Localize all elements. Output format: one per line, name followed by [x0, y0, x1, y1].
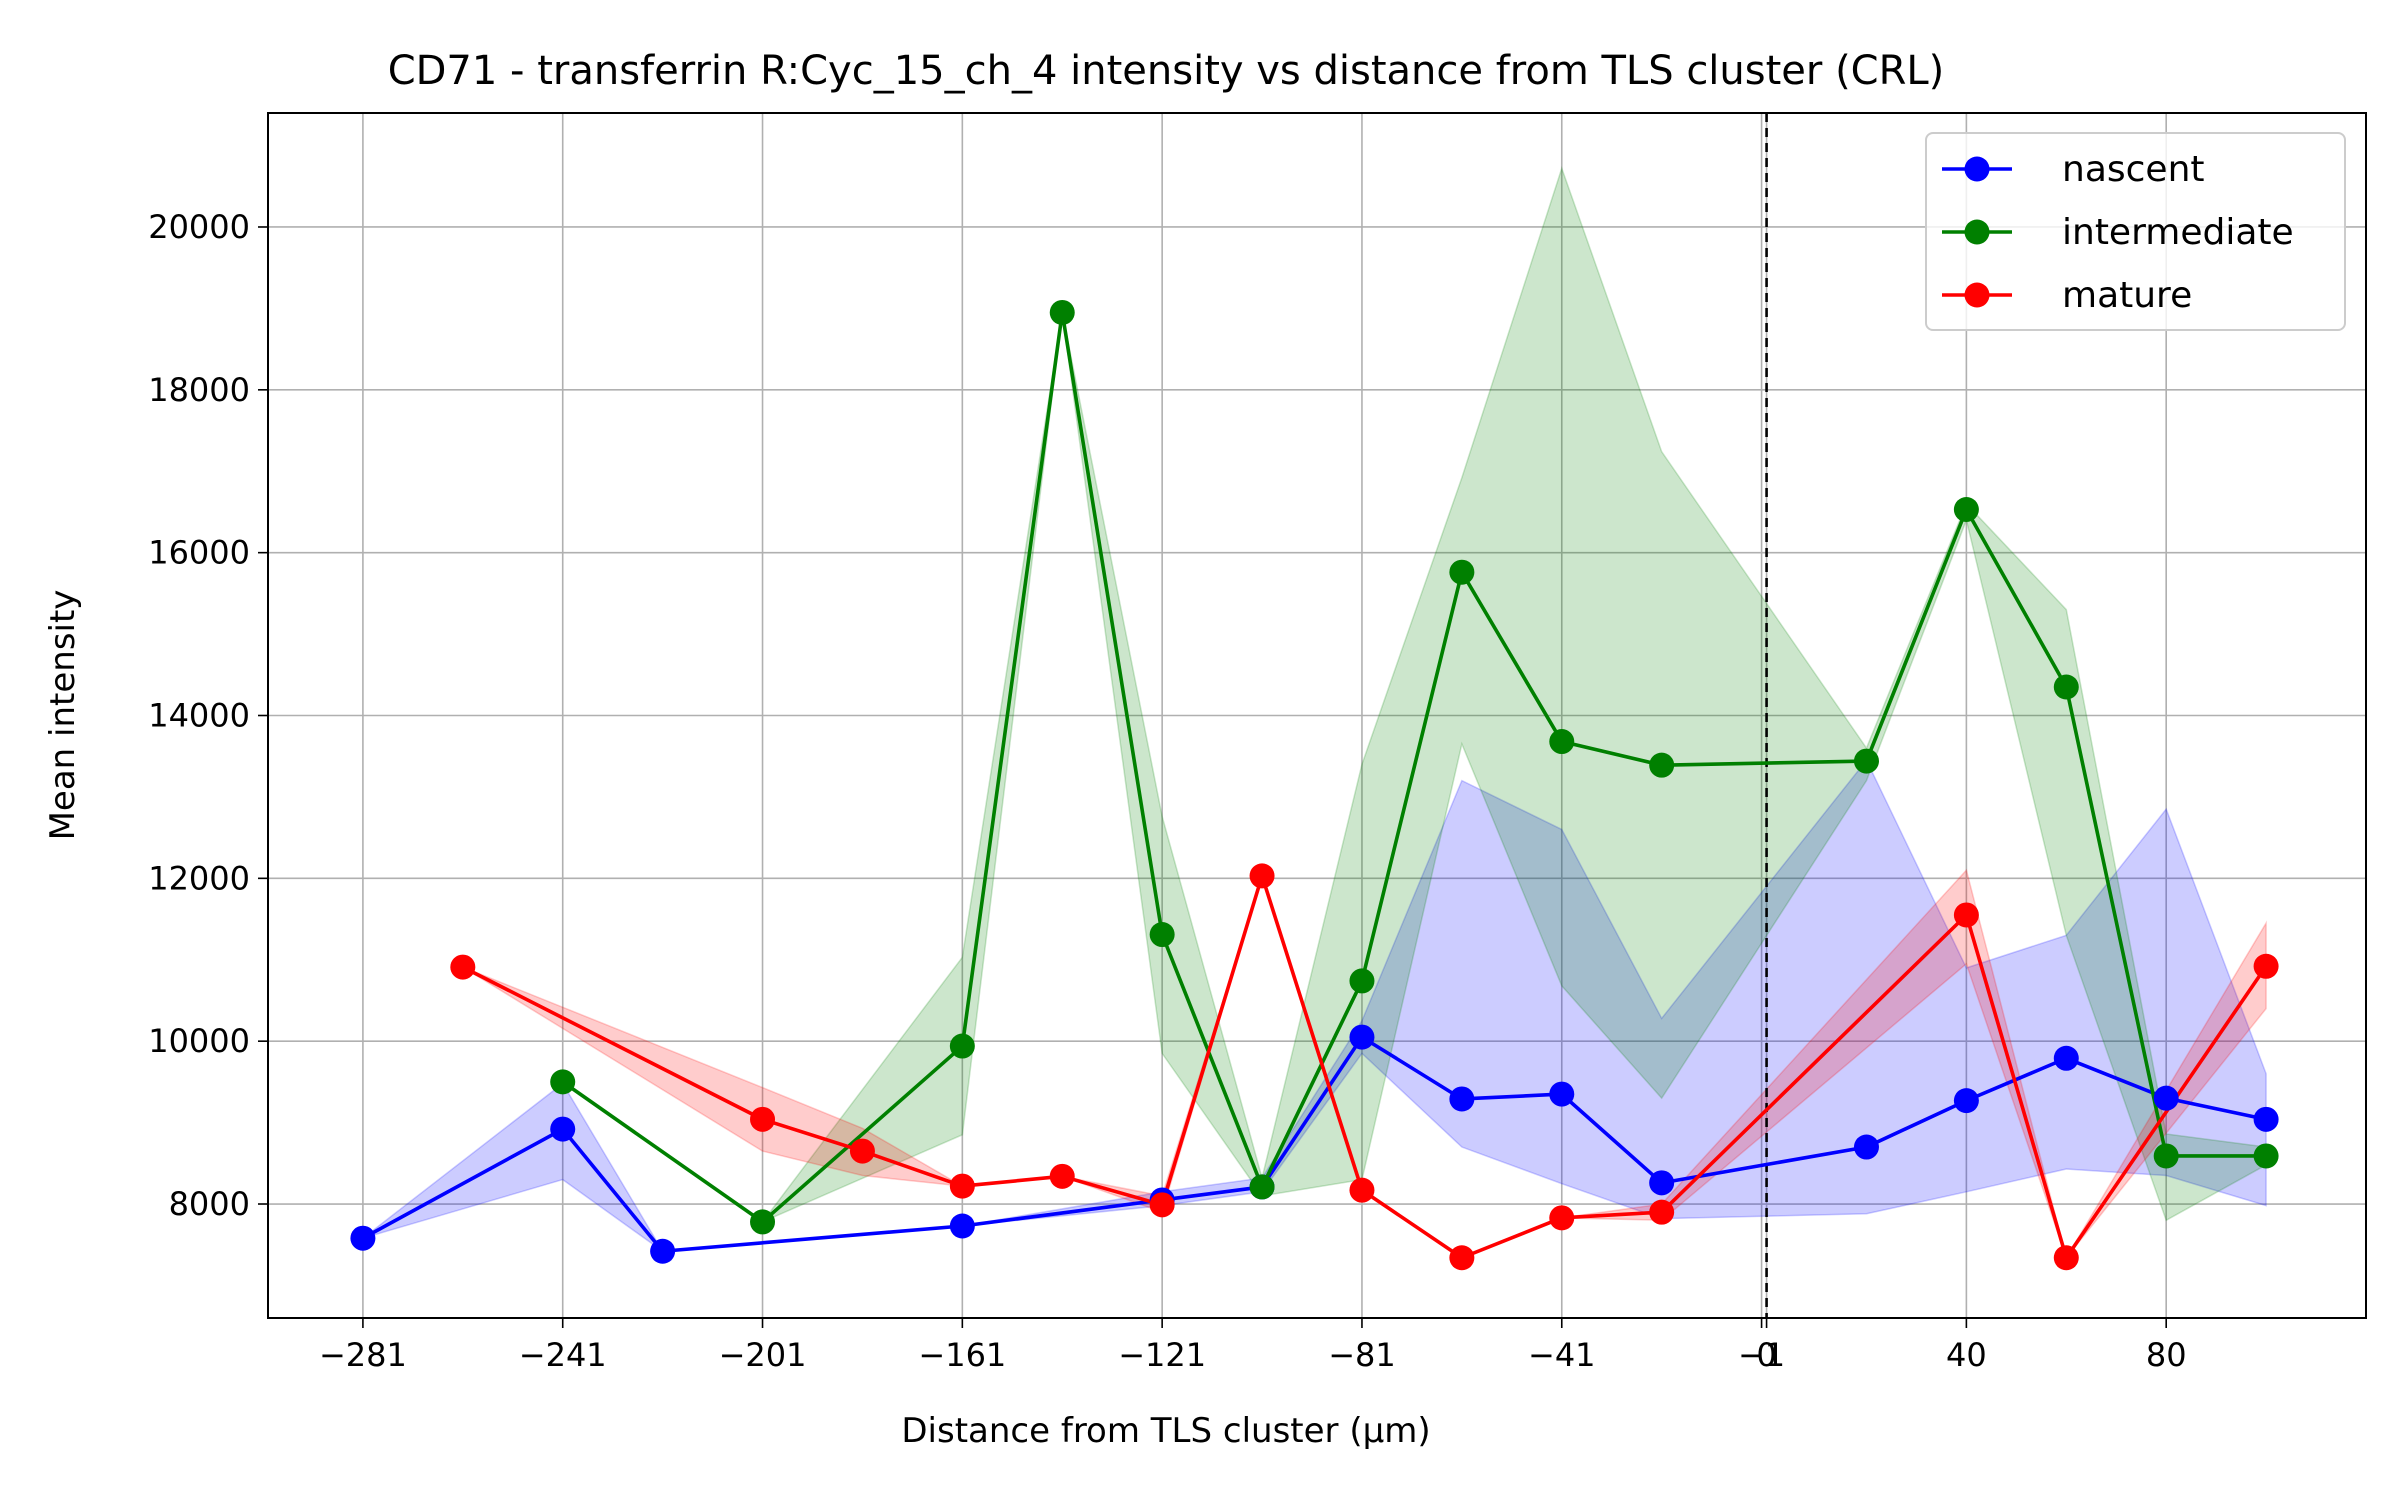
- intermediate-data-point: [1953, 497, 1979, 523]
- mature-data-point: [1549, 1205, 1575, 1231]
- x-tick-label: −281: [319, 1336, 407, 1374]
- nascent-data-point: [350, 1225, 376, 1251]
- legend-label-nascent: nascent: [2062, 149, 2205, 190]
- nascent-data-point: [1449, 1086, 1475, 1112]
- nascent-data-point: [1953, 1088, 1979, 1114]
- intermediate-data-point: [1853, 748, 1879, 774]
- intermediate-data-point: [1149, 922, 1175, 948]
- y-tick-label: 18000: [148, 371, 250, 409]
- legend-marker-intermediate: [1964, 219, 1990, 245]
- nascent-data-point: [2053, 1045, 2079, 1071]
- intermediate-data-point: [2053, 674, 2079, 700]
- intermediate-data-point: [1049, 299, 1075, 325]
- mature-data-point: [1449, 1245, 1475, 1271]
- x-tick-label: 0: [1756, 1336, 1776, 1374]
- legend-marker-mature: [1964, 282, 1990, 308]
- legend-label-mature: mature: [2062, 275, 2192, 316]
- x-tick-label: 80: [2146, 1336, 2187, 1374]
- chart-title: CD71 - transferrin R:Cyc_15_ch_4 intensi…: [388, 48, 1945, 94]
- legend: nascent intermediate mature: [1925, 132, 2346, 331]
- intermediate-data-point: [2153, 1143, 2179, 1169]
- mature-data-point: [1349, 1177, 1375, 1203]
- mature-data-point: [1149, 1192, 1175, 1218]
- nascent-data-point: [1649, 1170, 1675, 1196]
- x-tick-label: −1: [1738, 1336, 1785, 1374]
- mature-line: [461, 874, 2268, 1260]
- mature-data-point: [1953, 902, 1979, 928]
- mature-data-point: [750, 1106, 776, 1132]
- mature-data-point: [2253, 953, 2279, 979]
- y-tick-label: 14000: [148, 697, 250, 735]
- intermediate-data-point: [949, 1033, 975, 1059]
- intermediate-data-point: [1549, 729, 1575, 755]
- y-axis-label: Mean intensity: [43, 590, 83, 841]
- mature-data-point: [949, 1173, 975, 1199]
- x-axis-label: Distance from TLS cluster (μm): [901, 1411, 1430, 1451]
- intermediate-data-point: [2253, 1143, 2279, 1169]
- intermediate-data-point: [1449, 559, 1475, 585]
- legend-label-intermediate: intermediate: [2062, 212, 2294, 253]
- y-tick-label: 20000: [148, 208, 250, 246]
- nascent-data-point: [949, 1213, 975, 1239]
- mature-data-point: [1649, 1199, 1675, 1225]
- nascent-data-point: [2153, 1085, 2179, 1111]
- nascent-confidence-band: [362, 758, 2267, 1253]
- mature-data-point: [1049, 1163, 1075, 1189]
- nascent-data-point: [550, 1116, 576, 1142]
- legend-marker-nascent: [1964, 156, 1990, 182]
- intermediate-data-point: [1649, 752, 1675, 778]
- nascent-data-point: [1349, 1024, 1375, 1050]
- mature-data-point: [849, 1138, 875, 1164]
- nascent-data-point: [2253, 1106, 2279, 1132]
- y-tick-label: 10000: [148, 1022, 250, 1060]
- y-tick-label: 16000: [148, 534, 250, 572]
- nascent-data-point: [650, 1238, 676, 1264]
- y-tick-label: 8000: [169, 1185, 250, 1223]
- intermediate-data-point: [1349, 968, 1375, 994]
- mature-data-point: [450, 954, 476, 980]
- mature-data-point: [1249, 863, 1275, 889]
- mature-data-point: [2053, 1245, 2079, 1271]
- axis-ticks: −281 −241 −201 −161 −121 −81 −41 −10 40 80 8000 100…: [148, 208, 2186, 1374]
- x-tick-label: −121: [1118, 1336, 1206, 1374]
- x-tick-label: −81: [1328, 1336, 1396, 1374]
- x-tick-label: −241: [519, 1336, 607, 1374]
- legend-box: [1925, 132, 2346, 331]
- x-tick-label: −41: [1528, 1336, 1596, 1374]
- intermediate-data-point: [1249, 1174, 1275, 1200]
- x-tick-label: −201: [719, 1336, 807, 1374]
- x-tick-label: 40: [1946, 1336, 1987, 1374]
- nascent-data-point: [1549, 1081, 1575, 1107]
- x-tick-label: −161: [918, 1336, 1006, 1374]
- nascent-data-point: [1853, 1134, 1879, 1160]
- intermediate-data-point: [750, 1209, 776, 1235]
- series-markers: [350, 299, 2279, 1271]
- y-tick-label: 12000: [148, 859, 250, 897]
- intermediate-data-point: [550, 1069, 576, 1095]
